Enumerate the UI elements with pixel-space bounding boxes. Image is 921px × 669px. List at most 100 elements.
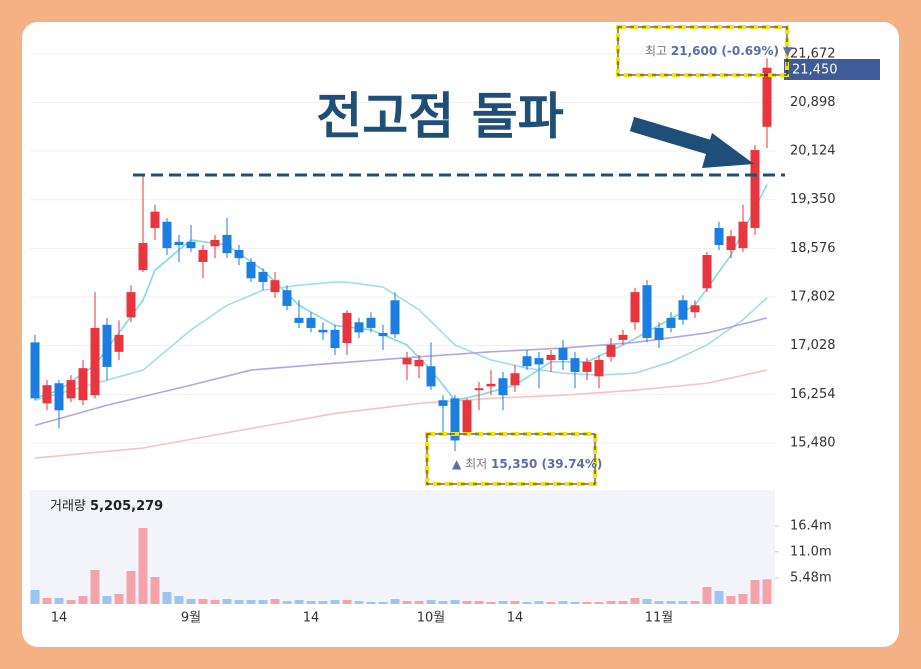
x-tick-label: 14 [507, 611, 524, 626]
arrow-shaft [629, 116, 725, 159]
volume-bar [354, 601, 364, 604]
candle-body [606, 344, 616, 357]
volume-bar [174, 595, 184, 604]
volume-tick-label: 5.48m [790, 571, 832, 586]
arrow-head [702, 133, 754, 168]
candle-body [210, 239, 220, 247]
volume-bar [450, 600, 460, 604]
volume-bar [246, 600, 256, 604]
candle-body [582, 361, 592, 372]
y-tick-label: 20,124 [790, 144, 836, 159]
candle-body [246, 261, 256, 279]
volume-bar [234, 600, 244, 604]
volume-bar [402, 601, 412, 604]
candle-body [66, 380, 76, 399]
x-tick-label: 10월 [417, 611, 446, 626]
volume-bar [342, 600, 352, 604]
y-tick-label: 16,254 [790, 387, 836, 402]
candle-body [426, 366, 436, 387]
candle-body [30, 342, 40, 399]
candle-body [90, 327, 100, 396]
candle-body [114, 334, 124, 352]
low-marker: ▲ 최저 15,350 (39.74%) [452, 457, 602, 471]
volume-bar [186, 599, 196, 604]
volume-bar [630, 598, 640, 604]
candle-body [186, 241, 196, 249]
candle-body [258, 272, 268, 283]
candle-body [78, 368, 88, 401]
low-marker-arrow: ▲ [452, 457, 462, 471]
candle-body [234, 250, 244, 259]
candle-body [414, 360, 424, 367]
candle-body [126, 292, 136, 318]
volume-bar [606, 601, 616, 604]
candle-body [138, 243, 148, 271]
volume-bar [66, 600, 76, 604]
candle-body [174, 241, 184, 245]
candle-body [462, 400, 472, 433]
candle-body [150, 211, 160, 228]
candle-body [342, 312, 352, 344]
volume-bar [702, 587, 712, 604]
candle-body [450, 398, 460, 441]
volume-bar [654, 601, 664, 604]
high-marker-label: 최고 [645, 44, 667, 58]
candle-body [570, 358, 580, 372]
volume-bar [330, 600, 340, 604]
candle-body [402, 358, 412, 365]
volume-bar [678, 601, 688, 604]
volume-bar [318, 601, 328, 604]
candle-body [318, 329, 328, 333]
candle-body [390, 300, 400, 335]
candle-body [438, 400, 448, 406]
annotation: 전고점 돌파 [316, 88, 563, 146]
x-tick-label: 14 [51, 611, 68, 626]
candle-body [486, 383, 496, 387]
volume-bar [594, 602, 604, 604]
candle-body [666, 317, 676, 328]
volume-bar [642, 599, 652, 604]
y-tick-label: 15,480 [790, 435, 836, 450]
candle-body [42, 385, 52, 404]
candle-body [642, 285, 652, 338]
high-marker-arrow: ▼ [783, 44, 793, 58]
volume-bar [582, 602, 592, 604]
candle-body [102, 324, 112, 367]
x-tick-label: 11월 [645, 611, 674, 626]
candle-body [366, 317, 376, 328]
volume-bar [474, 601, 484, 604]
candle-body [330, 329, 340, 349]
candle-body [726, 236, 736, 250]
volume-bar [306, 601, 316, 604]
candle-body [222, 234, 232, 254]
candle-body [354, 322, 364, 333]
volume-bar [534, 601, 544, 604]
price-tag-label: 21,450 [792, 63, 838, 78]
volume-tick-label: 16.4m [790, 519, 832, 534]
high-marker-value: 21,600 (-0.69%) [671, 44, 779, 58]
y-tick-label: 18,576 [790, 241, 836, 256]
volume-bar [378, 602, 388, 604]
volume-bar [54, 598, 64, 604]
candle-body [294, 317, 304, 323]
candle-body [738, 221, 748, 249]
volume-bar [102, 595, 112, 604]
highlight-box-edge [426, 433, 596, 485]
candle-body [474, 388, 484, 391]
volume-bar [714, 591, 724, 604]
volume-bar [126, 570, 136, 604]
volume-bar [462, 601, 472, 604]
candle-body [714, 228, 724, 245]
volume-bar [438, 601, 448, 604]
volume-bar [486, 602, 496, 604]
highlight-box-edge [617, 26, 788, 76]
moving-average [34, 281, 768, 401]
volume-bar [570, 602, 580, 604]
candle-body [594, 360, 604, 377]
volume-bar [42, 598, 52, 604]
chart-layer: 15,480 16,254 17,028 17,802 18,576 19,350 20,1… [30, 46, 836, 626]
y-tick-label: 21,672 [790, 46, 836, 61]
volume-bar [666, 601, 676, 604]
candle-body [546, 354, 556, 360]
